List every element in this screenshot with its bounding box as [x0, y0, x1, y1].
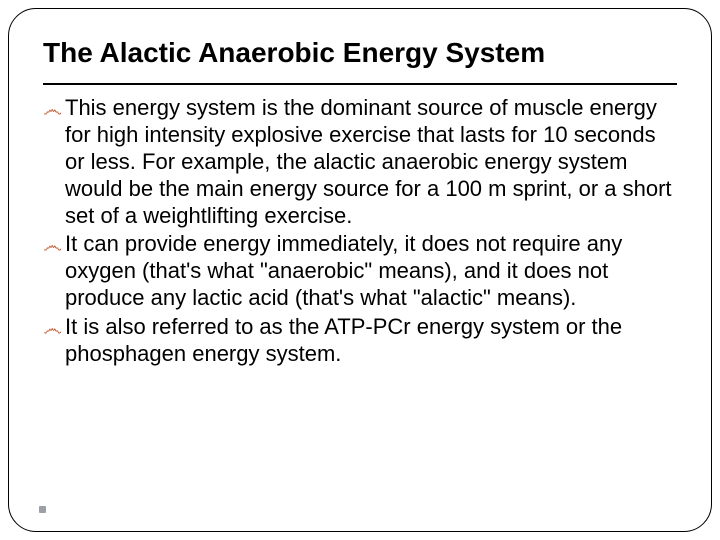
bullet-text: It can provide energy immediately, it do… — [65, 231, 677, 311]
slide-frame: The Alactic Anaerobic Energy System ෴ Th… — [8, 8, 712, 532]
bullet-marker-icon: ෴ — [43, 314, 65, 368]
bullet-text: It is also referred to as the ATP-PCr en… — [65, 314, 677, 368]
list-item: ෴ It is also referred to as the ATP-PCr … — [43, 314, 677, 368]
title-underline — [43, 83, 677, 85]
footer-page-indicator-icon — [39, 506, 46, 513]
bullet-marker-icon: ෴ — [43, 95, 65, 229]
slide: The Alactic Anaerobic Energy System ෴ Th… — [0, 0, 720, 540]
slide-body: ෴ This energy system is the dominant sou… — [43, 95, 677, 367]
list-item: ෴ It can provide energy immediately, it … — [43, 231, 677, 311]
bullet-text: This energy system is the dominant sourc… — [65, 95, 677, 229]
list-item: ෴ This energy system is the dominant sou… — [43, 95, 677, 229]
bullet-marker-icon: ෴ — [43, 231, 65, 311]
slide-title: The Alactic Anaerobic Energy System — [43, 37, 677, 69]
